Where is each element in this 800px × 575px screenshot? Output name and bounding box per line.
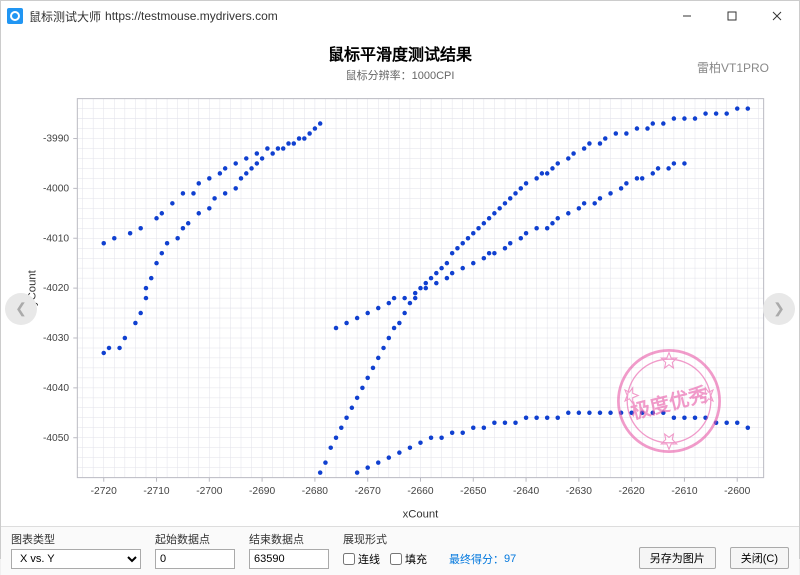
svg-text:-2720: -2720 [91, 486, 117, 497]
svg-text:-4050: -4050 [43, 433, 69, 444]
scatter-plot: -2720 -2710 -2700 -2690 -2680 -2670 -2660 -2650… [21, 91, 779, 526]
svg-text:-4040: -4040 [43, 383, 69, 394]
display-mode-label: 展现形式 [343, 531, 427, 547]
end-point-label: 结束数据点 [249, 531, 329, 547]
svg-text:-2640: -2640 [513, 486, 539, 497]
app-url: https://testmouse.mydrivers.com [105, 9, 278, 23]
svg-text:-2690: -2690 [249, 486, 275, 497]
start-point-label: 起始数据点 [155, 531, 235, 547]
start-point-group: 起始数据点 [155, 531, 235, 569]
close-button[interactable] [754, 1, 799, 31]
svg-text:-2670: -2670 [355, 486, 381, 497]
svg-text:-4020: -4020 [43, 283, 69, 294]
prev-arrow-icon[interactable]: ❮ [5, 293, 37, 325]
svg-text:-3990: -3990 [43, 134, 69, 145]
content-area: 鼠标平滑度测试结果 鼠标分辨率：1000CPI 雷柏VT1PRO ❮ ❯ -27… [1, 31, 799, 526]
chart-subtitle: 鼠标分辨率：1000CPI [21, 67, 779, 83]
end-point-group: 结束数据点 [249, 531, 329, 569]
display-mode-group: 展现形式 连线 填充 [343, 531, 427, 569]
window-controls [664, 1, 799, 31]
next-arrow-icon[interactable]: ❯ [763, 293, 795, 325]
svg-text:-4010: -4010 [43, 233, 69, 244]
chart-type-group: 图表类型 X vs. Y [11, 531, 141, 569]
minimize-button[interactable] [664, 1, 709, 31]
svg-text:-2710: -2710 [143, 486, 169, 497]
save-image-button[interactable]: 另存为图片 [639, 547, 716, 569]
end-point-input[interactable] [249, 549, 329, 569]
chart-type-select[interactable]: X vs. Y [11, 549, 141, 569]
bottom-toolbar: 图表类型 X vs. Y 起始数据点 结束数据点 展现形式 连线 填充 最终得分… [1, 526, 799, 575]
chart-area: ❮ ❯ -2720-2710-2700-2690-2680-2670-2660-… [21, 91, 779, 526]
device-label: 雷柏VT1PRO [697, 59, 769, 76]
final-score: 最终得分：97 [449, 549, 516, 569]
app-window: 鼠标测试大师 https://testmouse.mydrivers.com 鼠… [0, 0, 800, 559]
titlebar[interactable]: 鼠标测试大师 https://testmouse.mydrivers.com [1, 1, 799, 31]
chart-title: 鼠标平滑度测试结果 [21, 41, 779, 65]
svg-text:-2610: -2610 [671, 486, 697, 497]
svg-text:-2700: -2700 [196, 486, 222, 497]
svg-text:-4000: -4000 [43, 183, 69, 194]
fill-checkbox[interactable]: 填充 [390, 551, 427, 567]
svg-text:-2630: -2630 [566, 486, 592, 497]
svg-text:-2620: -2620 [619, 486, 645, 497]
app-title: 鼠标测试大师 [29, 8, 101, 25]
maximize-button[interactable] [709, 1, 754, 31]
svg-text:-4030: -4030 [43, 333, 69, 344]
line-checkbox[interactable]: 连线 [343, 551, 380, 567]
svg-text:-2600: -2600 [724, 486, 750, 497]
app-icon [7, 8, 23, 24]
start-point-input[interactable] [155, 549, 235, 569]
close-dialog-button[interactable]: 关闭(C) [730, 547, 789, 569]
svg-text:xCount: xCount [403, 509, 440, 521]
svg-text:-2660: -2660 [407, 486, 433, 497]
chart-type-label: 图表类型 [11, 531, 141, 547]
svg-text:-2680: -2680 [302, 486, 328, 497]
svg-text:-2650: -2650 [460, 486, 486, 497]
